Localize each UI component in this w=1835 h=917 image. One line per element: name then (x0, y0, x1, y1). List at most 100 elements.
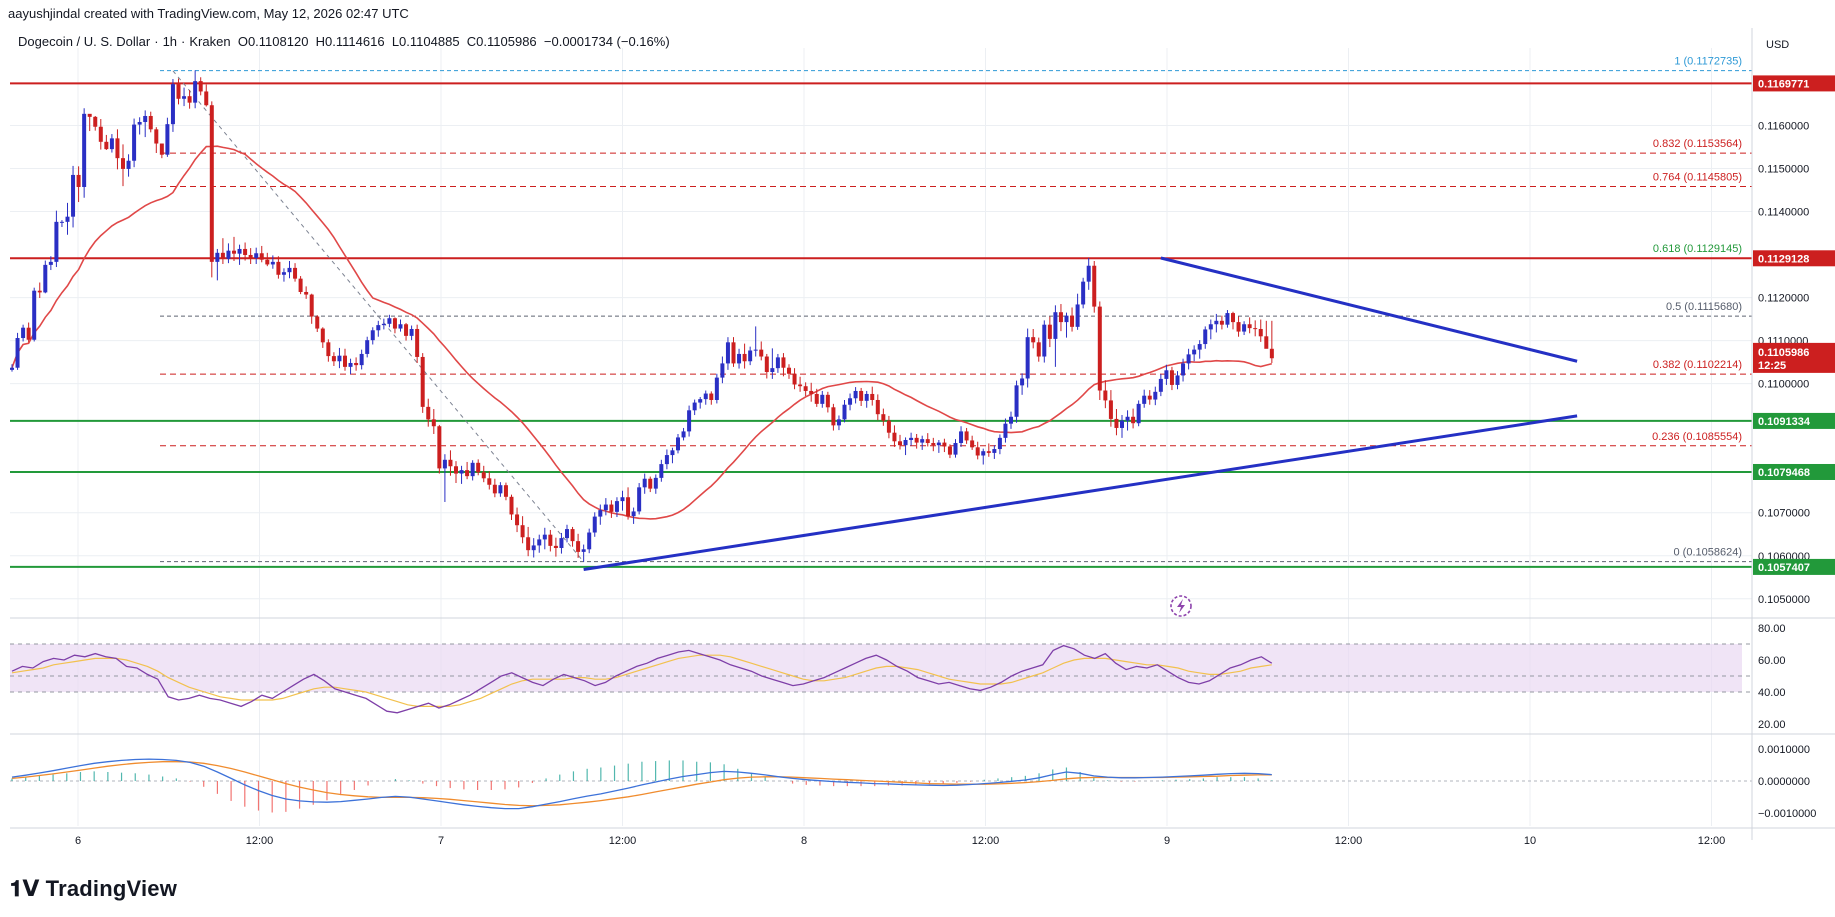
candle-bullish[interactable] (687, 410, 692, 432)
candle-bullish[interactable] (82, 113, 87, 187)
candle-bullish[interactable] (237, 248, 242, 254)
candle-bearish[interactable] (309, 294, 314, 317)
candle-bullish[interactable] (137, 122, 142, 125)
candle-bullish[interactable] (737, 353, 742, 364)
candle-bearish[interactable] (1236, 322, 1241, 332)
candle-bearish[interactable] (1131, 416, 1136, 424)
candle-bullish[interactable] (920, 439, 925, 443)
candle-bullish[interactable] (182, 96, 187, 99)
candle-bearish[interactable] (487, 478, 492, 485)
candle-bearish[interactable] (492, 484, 497, 494)
candle-bullish[interactable] (598, 510, 603, 517)
candle-bullish[interactable] (193, 81, 198, 103)
candle-bullish[interactable] (10, 367, 14, 370)
candle-bullish[interactable] (442, 459, 447, 469)
candle-bullish[interactable] (15, 338, 20, 368)
candle-bullish[interactable] (587, 532, 592, 550)
candle-bullish[interactable] (43, 264, 48, 293)
candle-bearish[interactable] (947, 446, 952, 455)
candle-bearish[interactable] (648, 478, 653, 489)
candle-bullish[interactable] (864, 393, 869, 401)
candle-bullish[interactable] (770, 368, 775, 373)
candle-bearish[interactable] (803, 386, 808, 391)
candle-bearish[interactable] (1231, 313, 1235, 323)
candle-bearish[interactable] (392, 318, 397, 329)
candle-bearish[interactable] (1258, 328, 1263, 337)
candle-bullish[interactable] (32, 290, 37, 340)
candle-bearish[interactable] (431, 419, 436, 427)
candle-bullish[interactable] (71, 174, 76, 217)
candle-bullish[interactable] (143, 115, 148, 123)
candle-bearish[interactable] (931, 443, 936, 446)
candle-bearish[interactable] (315, 316, 320, 329)
candle-bearish[interactable] (276, 261, 281, 275)
candle-bearish[interactable] (570, 529, 575, 542)
candle-bullish[interactable] (703, 393, 708, 400)
candle-bullish[interactable] (698, 399, 703, 403)
candle-bearish[interactable] (304, 291, 309, 295)
candle-bullish[interactable] (1142, 395, 1147, 404)
candle-bearish[interactable] (476, 462, 481, 473)
candle-bearish[interactable] (509, 496, 514, 515)
candle-bearish[interactable] (248, 254, 253, 258)
candle-bearish[interactable] (792, 373, 797, 385)
candle-bearish[interactable] (970, 440, 975, 448)
candle-bearish[interactable] (426, 406, 431, 420)
candle-bullish[interactable] (592, 516, 597, 533)
candle-bullish[interactable] (226, 250, 231, 259)
candle-bullish[interactable] (1025, 337, 1030, 379)
candle-bearish[interactable] (526, 537, 531, 551)
candle-bullish[interactable] (1158, 378, 1163, 392)
candle-bullish[interactable] (1064, 315, 1069, 323)
candle-bearish[interactable] (420, 356, 425, 407)
candle-bearish[interactable] (831, 407, 836, 426)
candle-bullish[interactable] (559, 538, 564, 549)
candle-bearish[interactable] (709, 393, 714, 400)
candle-bullish[interactable] (565, 529, 569, 539)
candle-bearish[interactable] (576, 541, 581, 552)
candle-bullish[interactable] (215, 252, 220, 262)
candle-bearish[interactable] (326, 342, 331, 357)
candle-bullish[interactable] (531, 545, 536, 551)
candle-bearish[interactable] (465, 470, 470, 477)
candle-bullish[interactable] (1020, 378, 1025, 386)
candle-bullish[interactable] (775, 357, 780, 369)
candle-bullish[interactable] (1164, 370, 1169, 379)
candle-bearish[interactable] (148, 115, 153, 130)
candle-bearish[interactable] (898, 441, 902, 446)
candle-bullish[interactable] (1242, 324, 1247, 332)
candle-bullish[interactable] (54, 221, 59, 262)
candle-bullish[interactable] (1053, 312, 1058, 339)
candle-bearish[interactable] (892, 432, 897, 442)
candle-bearish[interactable] (293, 267, 298, 279)
candle-bearish[interactable] (742, 353, 747, 362)
candle-bullish[interactable] (170, 84, 175, 125)
candle-bearish[interactable] (26, 327, 31, 340)
candle-bullish[interactable] (281, 272, 286, 275)
candle-bearish[interactable] (875, 399, 880, 415)
candle-bearish[interactable] (859, 390, 864, 401)
candle-bearish[interactable] (914, 437, 919, 443)
candle-bearish[interactable] (265, 259, 270, 265)
candle-bullish[interactable] (936, 442, 941, 446)
candle-bullish[interactable] (853, 390, 858, 399)
candle-bearish[interactable] (204, 91, 209, 106)
candle-bullish[interactable] (848, 398, 853, 405)
candle-bearish[interactable] (787, 367, 791, 374)
candle-bullish[interactable] (1009, 416, 1013, 424)
candle-bullish[interactable] (1197, 344, 1202, 350)
candle-bullish[interactable] (653, 477, 658, 489)
candle-bullish[interactable] (1186, 354, 1191, 364)
candle-bullish[interactable] (370, 330, 375, 341)
candle-bullish[interactable] (359, 353, 364, 366)
candle-bullish[interactable] (387, 318, 392, 324)
candle-bullish[interactable] (681, 431, 686, 438)
candle-bearish[interactable] (1219, 320, 1224, 325)
candle-bearish[interactable] (481, 472, 486, 479)
candle-bearish[interactable] (870, 393, 875, 400)
candle-bearish[interactable] (781, 357, 786, 368)
candle-bearish[interactable] (1058, 312, 1063, 323)
candle-bearish[interactable] (925, 439, 930, 444)
candle-bullish[interactable] (842, 404, 847, 420)
candle-bullish[interactable] (997, 437, 1002, 450)
